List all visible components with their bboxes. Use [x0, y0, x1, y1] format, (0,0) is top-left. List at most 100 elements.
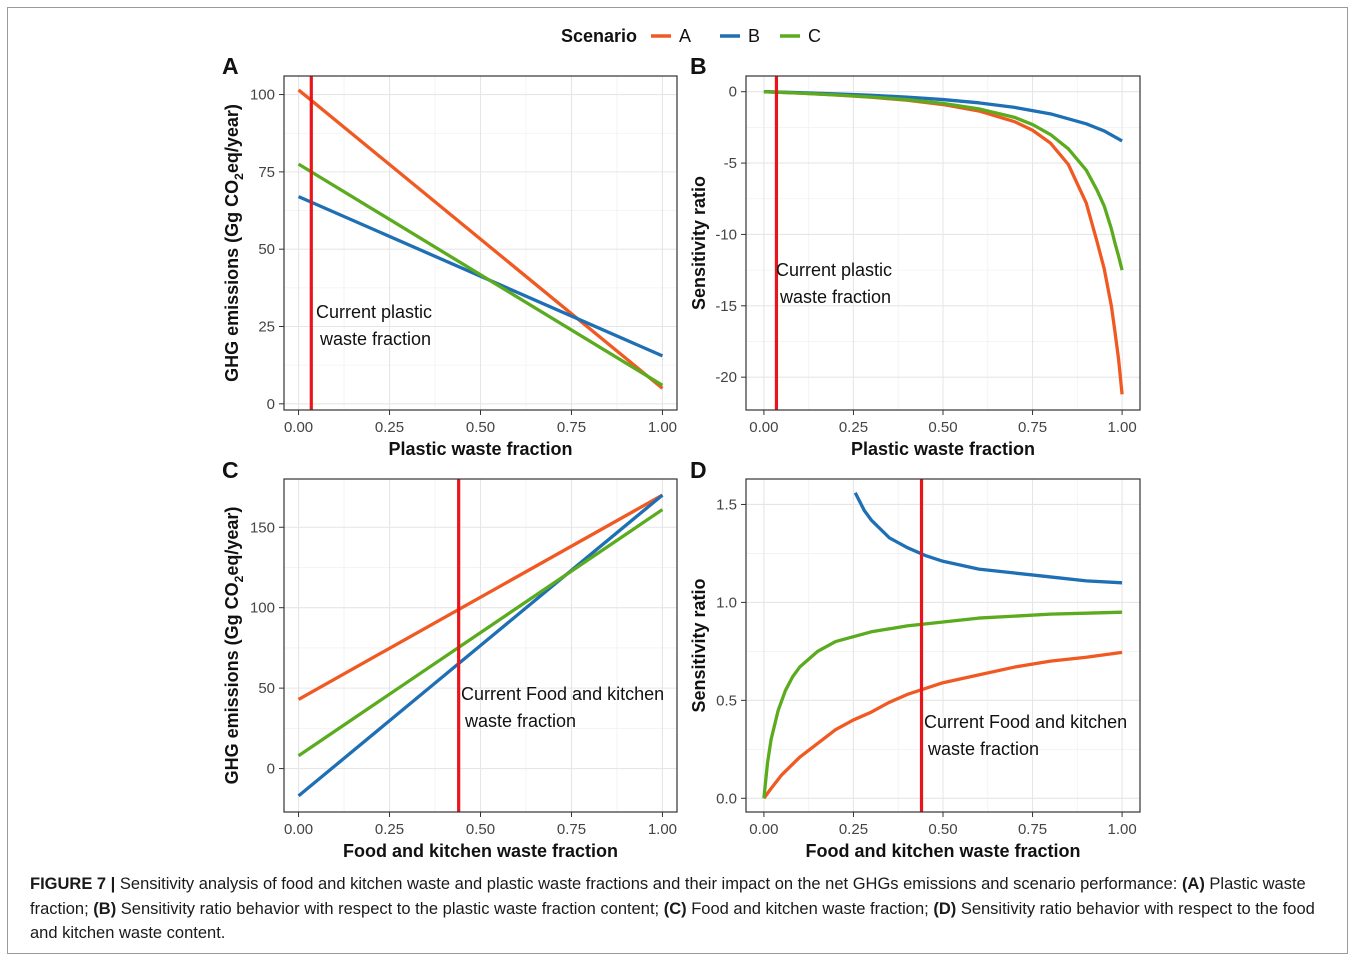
annotation-line-2: waste fraction	[927, 739, 1039, 759]
y-axis-label-part: Sensitivity ratio	[689, 176, 709, 310]
panel-letter-b: B	[690, 53, 707, 79]
panel-border	[283, 478, 678, 813]
legend-label-a: A	[679, 26, 691, 46]
y-tick-label: -10	[715, 226, 737, 243]
figure-frame: Scenario A B C A 0.00 0.25 0.50 0.75 1.00 0 25 50 75 1…	[7, 7, 1348, 954]
x-tick-label: 0.25	[375, 419, 404, 436]
y-axis-label-subscript: 2	[232, 575, 246, 582]
series-line-b	[297, 493, 664, 798]
x-axis-label: Food and kitchen waste fraction	[343, 841, 618, 861]
caption-text-a: Plastic waste fraction;	[30, 875, 1306, 918]
x-tick-label: 0.25	[839, 419, 868, 436]
x-tick-label: 0.50	[928, 419, 957, 436]
series-line-c	[297, 508, 664, 758]
y-tick-label: 150	[250, 519, 275, 536]
panel-letter-a: A	[222, 53, 239, 79]
x-tick-label: 0.75	[557, 821, 586, 838]
x-tick-label: 0.00	[284, 419, 313, 436]
y-axis-label-part: GHG emissions (Gg CO	[222, 180, 242, 382]
y-tick-label: 25	[258, 319, 275, 336]
y-tick-label: -15	[715, 298, 737, 315]
panel-a: A 0.00 0.25 0.50 0.75 1.00 0 25 50 75 100 Current p…	[222, 53, 678, 459]
annotation-line-2: waste fraction	[319, 329, 431, 349]
x-tick-label: 0.75	[1018, 419, 1047, 436]
y-tick-label: 0	[729, 84, 737, 101]
x-tick-label: 0.75	[557, 419, 586, 436]
panel-border	[745, 478, 1141, 813]
panel-border	[283, 75, 678, 411]
y-tick-label: 1.5	[716, 496, 737, 513]
y-tick-label: 50	[258, 241, 275, 258]
legend-label-b: B	[748, 26, 760, 46]
x-tick-label: 0.00	[749, 821, 778, 838]
panel-b: B 0.00 0.25 0.50 0.75 1.00 0 -5 -10 -15 -20 Current…	[689, 53, 1141, 459]
panel-letter-d: D	[690, 457, 707, 483]
y-tick-label: -5	[724, 155, 737, 172]
x-axis-label: Plastic waste fraction	[851, 439, 1035, 459]
y-axis-label: Sensitivity ratio	[689, 578, 709, 712]
x-tick-label: 0.75	[1018, 821, 1047, 838]
y-axis-label-part: eq/year)	[222, 507, 242, 576]
series-line-a	[297, 493, 664, 701]
caption-lead: FIGURE 7 |	[30, 875, 120, 893]
legend-title: Scenario	[561, 26, 637, 46]
x-tick-label: 0.25	[375, 821, 404, 838]
y-axis-label-subscript: 2	[232, 173, 246, 180]
series-line-c	[763, 90, 1124, 271]
y-tick-label: 0	[267, 396, 275, 413]
x-tick-label: 0.00	[284, 821, 313, 838]
y-tick-label: 50	[258, 680, 275, 697]
panel-d: D 0.00 0.25 0.50 0.75 1.00 0.0 0.5 1.0 1.5 Current…	[689, 457, 1141, 861]
annotation-line-1: Current plastic	[776, 260, 892, 280]
x-tick-label: 0.50	[466, 419, 495, 436]
panel-c: C 0.00 0.25 0.50 0.75 1.00 0 50 100 150 Current Fo…	[222, 457, 678, 861]
annotation-line-1: Current Food and kitchen	[461, 684, 664, 704]
series-line-b	[853, 491, 1123, 585]
caption-text-b: Sensitivity ratio behavior with respect …	[116, 899, 664, 918]
x-axis-label: Food and kitchen waste fraction	[805, 841, 1080, 861]
caption-text-c: Food and kitchen waste fraction;	[686, 899, 934, 918]
caption-text-d: Sensitivity ratio behavior with respect …	[30, 899, 1315, 943]
annotation-line-1: Current plastic	[316, 302, 432, 322]
x-tick-label: 1.00	[648, 419, 677, 436]
x-tick-label: 1.00	[648, 821, 677, 838]
y-axis-label: GHG emissions (Gg CO2eq/year)	[222, 507, 246, 785]
y-axis-label-part: GHG emissions (Gg CO	[222, 582, 242, 784]
caption-tag-c: (C)	[663, 899, 687, 918]
x-tick-label: 0.50	[928, 821, 957, 838]
panel-border	[745, 75, 1141, 411]
y-tick-label: 100	[250, 87, 275, 104]
y-tick-label: -20	[715, 369, 737, 386]
x-tick-label: 0.25	[839, 821, 868, 838]
caption-tag-b: (B)	[93, 899, 117, 918]
series-line-c	[762, 610, 1123, 799]
annotation-line-1: Current Food and kitchen	[924, 712, 1127, 732]
y-tick-label: 75	[258, 164, 275, 181]
y-tick-label: 1.0	[716, 594, 737, 611]
figure-canvas: Scenario A B CA0.00 0.25 0.50 0.75 1.0002550751…	[222, 26, 1141, 861]
series-line-a	[297, 88, 664, 390]
caption-tag-d: (D)	[933, 899, 957, 918]
x-tick-label: 0.50	[466, 821, 495, 838]
annotation-line-2: waste fraction	[779, 287, 891, 307]
x-axis-label: Plastic waste fraction	[388, 439, 572, 459]
x-tick-label: 1.00	[1107, 419, 1136, 436]
caption-tag-a: (A)	[1181, 875, 1205, 893]
y-tick-label: 0	[267, 761, 275, 778]
y-tick-label: 0.0	[716, 790, 737, 807]
y-axis-label-part: Sensitivity ratio	[689, 578, 709, 712]
y-axis-label: GHG emissions (Gg CO2eq/year)	[222, 104, 246, 382]
x-tick-label: 1.00	[1107, 821, 1136, 838]
annotation-line-2: waste fraction	[464, 711, 576, 731]
x-tick-label: 0.00	[749, 419, 778, 436]
series-line-a	[762, 650, 1123, 800]
caption-intro: Sensitivity analysis of food and kitchen…	[119, 875, 1182, 893]
y-tick-label: 100	[250, 600, 275, 617]
y-axis-label: Sensitivity ratio	[689, 176, 709, 310]
y-axis-label-part: eq/year)	[222, 104, 242, 173]
legend-label-c: C	[808, 26, 821, 46]
series-line-c	[297, 162, 664, 387]
figure-caption: FIGURE 7 | Sensitivity analysis of food …	[30, 872, 1335, 946]
panel-letter-c: C	[222, 457, 239, 483]
y-tick-label: 0.5	[716, 692, 737, 709]
